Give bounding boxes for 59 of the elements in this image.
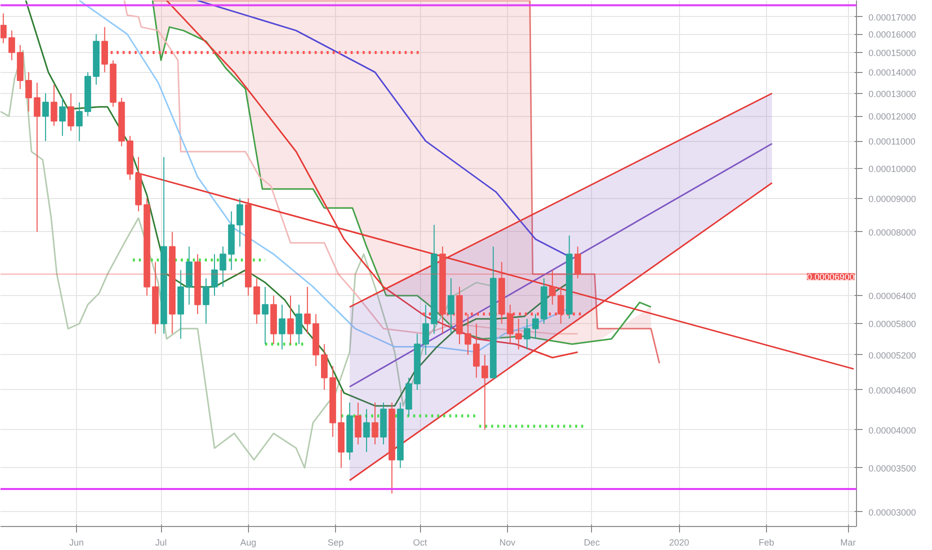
candlestick (304, 286, 311, 334)
candlestick (506, 304, 514, 345)
y-tick-label: 0.00005200 (868, 350, 916, 360)
x-tick-label: Jun (69, 538, 84, 548)
candlestick (50, 84, 58, 126)
candlestick (532, 314, 539, 340)
y-tick-label: 0.00013000 (868, 88, 916, 99)
ref-line-label: 0.00006900 (806, 272, 855, 282)
candlestick (68, 92, 74, 132)
y-tick-label: 0.00014000 (868, 68, 916, 78)
y-tick-label: 0.00016000 (868, 30, 916, 40)
candlestick (34, 82, 40, 232)
candlestick (473, 323, 480, 378)
candlestick (76, 102, 83, 142)
candlestick (372, 402, 378, 445)
x-tick-label: Dec (584, 538, 600, 548)
x-tick-label: Feb (758, 538, 774, 548)
candlestick (236, 198, 244, 248)
x-tick-label: Nov (499, 538, 516, 548)
candlestick (278, 304, 286, 350)
x-tick-label: Jul (155, 538, 167, 548)
candlestick (321, 344, 328, 390)
candlestick (515, 318, 522, 350)
y-tick-label: 0.00008000 (868, 227, 916, 238)
candlestick (354, 402, 362, 445)
y-tick-label: 0.00003000 (868, 507, 916, 518)
candlestick (25, 72, 32, 112)
y-tick-label: 0.00017000 (868, 12, 916, 22)
candlestick (574, 246, 582, 279)
candlestick (422, 304, 429, 356)
candlestick (8, 30, 16, 61)
y-tick-label: 0.00012000 (868, 112, 916, 122)
candlestick (524, 318, 530, 350)
candlestick (549, 270, 556, 306)
y-tick-label: 0.00005800 (868, 319, 916, 330)
candlestick (287, 295, 294, 345)
candlestick (448, 278, 454, 334)
x-tick-label: Aug (240, 538, 256, 548)
candlestick (101, 26, 108, 73)
y-tick-label: 0.00006400 (868, 291, 916, 302)
x-tick-label: Oct (413, 538, 428, 548)
x-tick-label: 2020 (669, 538, 690, 548)
y-tick-label: 0.00011000 (868, 136, 916, 147)
candlestick (59, 97, 66, 136)
candlestick (296, 304, 302, 345)
y-tick-label: 0.00004000 (868, 425, 916, 436)
x-tick-label: Sep (328, 538, 344, 548)
candlestick (482, 354, 488, 430)
candlestick (558, 286, 564, 324)
y-tick-label: 0.00009000 (868, 194, 916, 204)
y-tick-label: 0.00010000 (868, 164, 916, 174)
y-tick-label: 0.00004600 (868, 385, 916, 396)
candlestick (0, 12, 7, 44)
y-tick-label: 0.00015000 (868, 48, 916, 58)
candlestick (363, 408, 370, 453)
candlestick (262, 286, 268, 345)
candlestick (42, 92, 49, 142)
x-tick-label: Mar (840, 538, 856, 548)
y-tick-label: 0.00003500 (868, 463, 916, 474)
